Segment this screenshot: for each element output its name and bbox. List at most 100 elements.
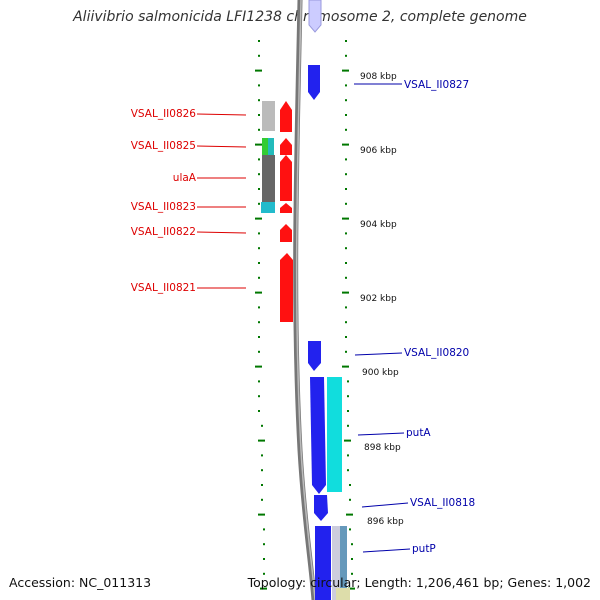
gene-arrow-vsal-ii0827[interactable] <box>308 65 320 100</box>
gene-arrow-vsal-ii0823[interactable] <box>280 203 292 213</box>
gene-block-vsal-ii0825-cyan[interactable] <box>268 138 274 155</box>
minor-tick <box>347 410 349 412</box>
gene-arrow-vsal-ii0825[interactable] <box>280 138 292 155</box>
kbp-label: 904 kbp <box>360 220 397 230</box>
gene-block-putp[interactable] <box>315 526 331 600</box>
gene-label-vsal-ii0826[interactable]: VSAL_II0826 <box>131 108 197 120</box>
major-tick <box>255 365 262 368</box>
minor-tick <box>351 558 353 560</box>
minor-tick <box>258 380 260 383</box>
gene-label-puta[interactable]: putA <box>406 427 431 439</box>
gene-block-ulaa[interactable] <box>262 155 275 202</box>
minor-tick <box>261 454 263 457</box>
gene-label-ulaa[interactable]: ulaA <box>173 172 197 184</box>
major-tick <box>342 143 349 146</box>
gene-arrow-vsal-ii0826[interactable] <box>280 101 292 132</box>
minor-tick <box>261 484 263 486</box>
gene-arrow-vsal-ii0820[interactable] <box>308 341 321 371</box>
gene-arrow-ulaa[interactable] <box>280 155 292 201</box>
minor-tick <box>351 572 353 575</box>
minor-tick <box>258 276 260 279</box>
minor-tick <box>345 99 347 102</box>
gene-arrow-puta[interactable] <box>310 377 326 494</box>
gene-block-vsal-ii0825-green[interactable] <box>262 138 268 155</box>
minor-tick <box>258 99 260 102</box>
minor-tick <box>345 336 347 338</box>
minor-tick <box>347 395 349 398</box>
gene-arrow-vsal-ii0822[interactable] <box>280 224 292 242</box>
kbp-label: 908 kbp <box>360 72 397 82</box>
minor-tick <box>345 84 347 87</box>
minor-tick <box>345 276 347 279</box>
minor-tick <box>347 424 349 427</box>
gene-arrow-vsal-ii0818[interactable] <box>314 495 328 521</box>
minor-tick <box>258 202 260 205</box>
major-tick <box>258 513 265 516</box>
minor-tick <box>345 114 347 116</box>
gene-block-puta-cyan[interactable] <box>327 377 342 492</box>
gene-label-vsal-ii0827[interactable]: VSAL_II0827 <box>404 79 469 91</box>
minor-tick <box>345 262 347 264</box>
minor-tick <box>263 528 265 531</box>
major-tick <box>348 587 355 590</box>
minor-tick <box>258 40 260 42</box>
minor-tick <box>258 158 260 161</box>
minor-tick <box>261 498 263 501</box>
minor-tick <box>349 484 351 486</box>
gene-label-vsal-ii0825[interactable]: VSAL_II0825 <box>131 140 196 152</box>
minor-tick <box>258 232 260 235</box>
gene-label-vsal-ii0818[interactable]: VSAL_II0818 <box>410 497 475 509</box>
kbp-label: 898 kbp <box>364 443 401 453</box>
kbp-label: 902 kbp <box>360 294 397 304</box>
major-tick <box>342 291 349 294</box>
minor-tick <box>258 410 260 412</box>
minor-tick <box>345 173 347 176</box>
minor-tick <box>258 128 260 131</box>
minor-tick <box>345 350 347 353</box>
major-tick <box>342 365 349 368</box>
minor-tick <box>261 424 263 427</box>
gene-arrow-vsal-ii0821[interactable] <box>280 253 293 322</box>
gene-features <box>261 0 350 600</box>
gene-label-vsal-ii0823[interactable]: VSAL_II0823 <box>131 201 196 213</box>
gene-block-bottom-partial[interactable] <box>336 588 350 600</box>
minor-tick <box>345 188 347 190</box>
left-gene-labels: VSAL_II0826 VSAL_II0825 ulaA VSAL_II0823… <box>131 108 197 294</box>
gene-label-vsal-ii0820[interactable]: VSAL_II0820 <box>404 347 469 359</box>
minor-tick <box>345 54 347 57</box>
gene-block-vsal-ii0826[interactable] <box>262 101 275 131</box>
gene-block-vsal-ii0823[interactable] <box>261 202 275 213</box>
minor-tick <box>345 306 347 309</box>
kbp-label: 900 kbp <box>362 368 399 378</box>
minor-tick <box>347 454 349 457</box>
minor-tick <box>347 469 349 472</box>
minor-tick <box>349 528 351 531</box>
minor-tick <box>258 173 260 176</box>
gene-block-putp-light[interactable] <box>332 526 340 600</box>
gene-label-putp[interactable]: putP <box>412 543 436 555</box>
minor-tick <box>258 54 260 57</box>
minor-tick <box>258 336 260 338</box>
gene-label-vsal-ii0822[interactable]: VSAL_II0822 <box>131 226 196 238</box>
gene-label-vsal-ii0821[interactable]: VSAL_II0821 <box>131 282 196 294</box>
minor-tick <box>347 380 349 383</box>
minor-tick <box>263 558 265 560</box>
tick-marks <box>255 40 355 590</box>
gene-arrow-top-partial[interactable] <box>308 0 322 33</box>
accession-text: Accession: NC_011313 <box>9 575 152 590</box>
minor-tick <box>258 247 260 250</box>
major-tick <box>260 587 267 590</box>
minor-tick <box>261 469 263 472</box>
genome-backbone <box>293 0 317 600</box>
right-gene-labels: VSAL_II0827 VSAL_II0820 putA VSAL_II0818… <box>404 79 475 555</box>
minor-tick <box>345 321 347 324</box>
minor-tick <box>258 188 260 190</box>
kbp-label: 896 kbp <box>367 517 404 527</box>
minor-tick <box>345 232 347 235</box>
minor-tick <box>258 350 260 353</box>
gene-block-putp-steel[interactable] <box>340 526 347 600</box>
major-tick <box>346 513 353 516</box>
kbp-labels: 908 kbp 906 kbp 904 kbp 902 kbp 900 kbp … <box>360 72 404 527</box>
minor-tick <box>345 40 347 42</box>
